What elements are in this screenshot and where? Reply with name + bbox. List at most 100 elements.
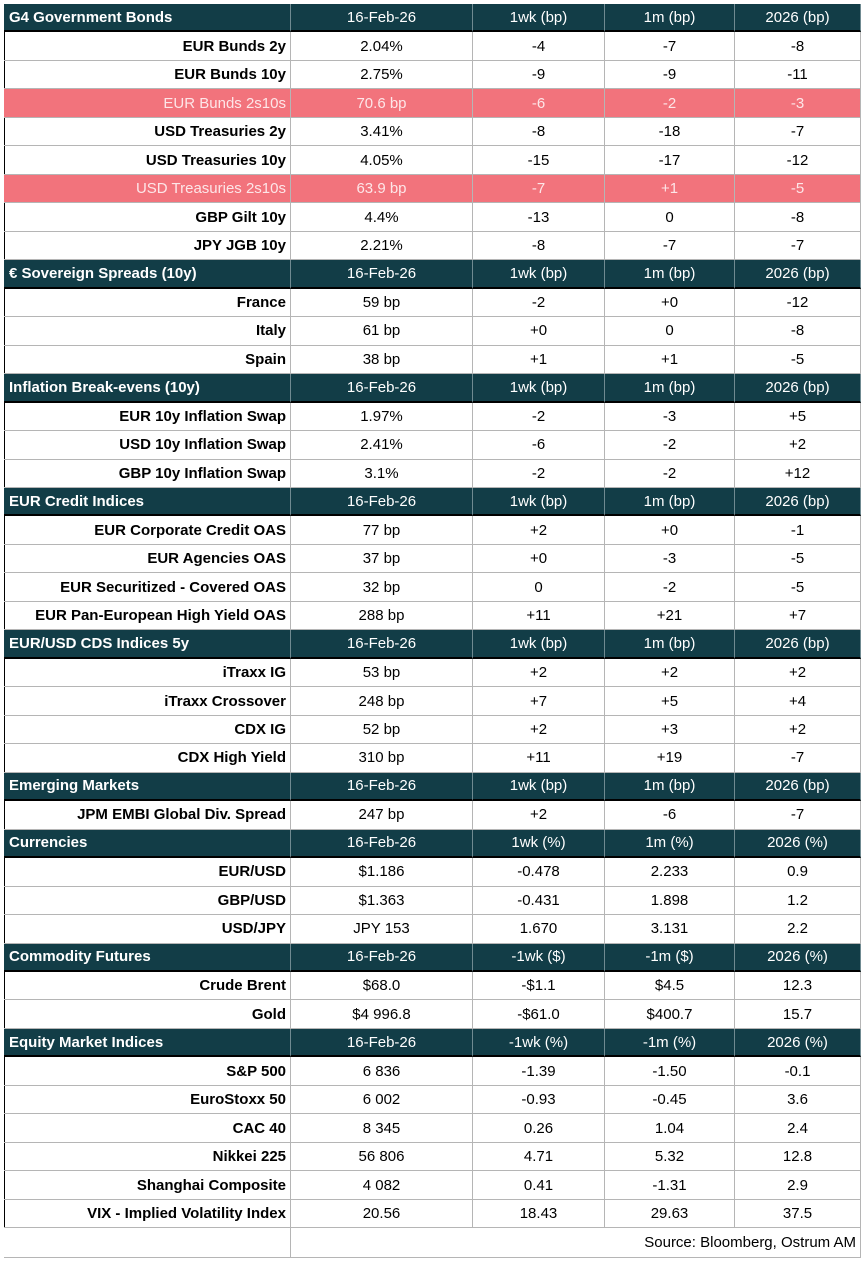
- row-value: -7: [735, 231, 861, 261]
- column-header: -1m (%): [605, 1028, 735, 1058]
- column-header: 2026 (bp): [735, 487, 861, 517]
- column-header: 2026 (%): [735, 943, 861, 972]
- row-value: +2: [735, 431, 861, 460]
- column-header: 1wk (%): [473, 829, 605, 859]
- row-label: CDX High Yield: [4, 744, 291, 773]
- row-value: -11: [735, 60, 861, 90]
- row-label: EUR Bunds 10y: [4, 60, 291, 90]
- column-header: 2026 (bp): [735, 260, 861, 289]
- row-value: -12: [735, 146, 861, 175]
- row-value: -$61.0: [473, 1000, 605, 1029]
- row-value: 18.43: [473, 1199, 605, 1229]
- row-value: -0.93: [473, 1085, 605, 1115]
- column-header: 16-Feb-26: [291, 374, 473, 403]
- row-value: +1: [473, 345, 605, 375]
- row-value: 247 bp: [291, 801, 473, 830]
- row-label: Nikkei 225: [4, 1142, 291, 1172]
- row-value: -5: [735, 573, 861, 602]
- column-header: 1wk (bp): [473, 487, 605, 517]
- row-value: 310 bp: [291, 744, 473, 773]
- row-value: 20.56: [291, 1199, 473, 1229]
- row-value: 2.233: [605, 858, 735, 887]
- row-value: +7: [735, 601, 861, 631]
- row-value: -12: [735, 288, 861, 318]
- row-value: 32 bp: [291, 573, 473, 602]
- row-label: S&P 500: [4, 1057, 291, 1086]
- row-label: Italy: [4, 317, 291, 346]
- row-value: -2: [605, 459, 735, 488]
- row-label: GBP/USD: [4, 886, 291, 916]
- row-value: 2.9: [735, 1171, 861, 1200]
- row-value: 1.670: [473, 915, 605, 944]
- row-value: 2.04%: [291, 32, 473, 61]
- column-header: 16-Feb-26: [291, 943, 473, 972]
- column-header: 2026 (%): [735, 1028, 861, 1058]
- column-header: 2026 (bp): [735, 4, 861, 33]
- row-value: +2: [473, 715, 605, 745]
- row-value: -5: [735, 544, 861, 574]
- column-header: 2026 (bp): [735, 630, 861, 659]
- row-value: 77 bp: [291, 516, 473, 545]
- row-value: -2: [473, 402, 605, 432]
- column-header: 1wk (bp): [473, 374, 605, 403]
- row-label: USD 10y Inflation Swap: [4, 431, 291, 460]
- row-value: +2: [473, 658, 605, 688]
- row-label: EUR/USD: [4, 858, 291, 887]
- row-value: +2: [735, 658, 861, 688]
- row-value: -2: [605, 89, 735, 118]
- row-value: -7: [735, 117, 861, 147]
- row-label: Spain: [4, 345, 291, 375]
- row-label: CDX IG: [4, 715, 291, 745]
- row-value: +5: [605, 687, 735, 716]
- row-label: VIX - Implied Volatility Index: [4, 1199, 291, 1229]
- column-header: 1m (bp): [605, 374, 735, 403]
- row-value: -1.39: [473, 1057, 605, 1086]
- row-value: +19: [605, 744, 735, 773]
- row-value: JPY 153: [291, 915, 473, 944]
- row-value: -7: [605, 32, 735, 61]
- row-value: 248 bp: [291, 687, 473, 716]
- row-value: $400.7: [605, 1000, 735, 1029]
- footer-blank: [4, 1228, 291, 1259]
- row-value: -1.50: [605, 1057, 735, 1086]
- row-value: +11: [473, 744, 605, 773]
- row-value: 12.8: [735, 1142, 861, 1172]
- row-value: -5: [735, 345, 861, 375]
- column-header: 1wk (bp): [473, 260, 605, 289]
- row-label: GBP Gilt 10y: [4, 203, 291, 232]
- row-value: 53 bp: [291, 658, 473, 688]
- row-value: -$1.1: [473, 971, 605, 1001]
- row-value: -8: [473, 117, 605, 147]
- row-value: $4.5: [605, 971, 735, 1001]
- row-value: -8: [735, 203, 861, 232]
- row-label: JPY JGB 10y: [4, 231, 291, 261]
- row-value: 3.131: [605, 915, 735, 944]
- row-value: -2: [605, 431, 735, 460]
- column-header: 1m (bp): [605, 630, 735, 659]
- row-value: -0.45: [605, 1085, 735, 1115]
- row-value: -3: [735, 89, 861, 118]
- row-value: +0: [605, 516, 735, 545]
- column-header: 1m (%): [605, 829, 735, 859]
- row-label: EuroStoxx 50: [4, 1085, 291, 1115]
- row-value: -5: [735, 174, 861, 204]
- row-value: -7: [605, 231, 735, 261]
- row-value: 12.3: [735, 971, 861, 1001]
- section-title: Commodity Futures: [4, 943, 291, 972]
- source-note: Source: Bloomberg, Ostrum AM: [291, 1228, 861, 1259]
- row-value: 2.2: [735, 915, 861, 944]
- row-value: 38 bp: [291, 345, 473, 375]
- row-value: +2: [735, 715, 861, 745]
- row-value: 61 bp: [291, 317, 473, 346]
- column-header: 1wk (bp): [473, 772, 605, 802]
- row-label: USD Treasuries 2s10s: [4, 174, 291, 204]
- row-value: +0: [605, 288, 735, 318]
- section-title: Equity Market Indices: [4, 1028, 291, 1058]
- column-header: -1wk ($): [473, 943, 605, 972]
- row-value: 288 bp: [291, 601, 473, 631]
- row-value: 52 bp: [291, 715, 473, 745]
- row-value: 15.7: [735, 1000, 861, 1029]
- row-value: 3.41%: [291, 117, 473, 147]
- row-value: -1.31: [605, 1171, 735, 1200]
